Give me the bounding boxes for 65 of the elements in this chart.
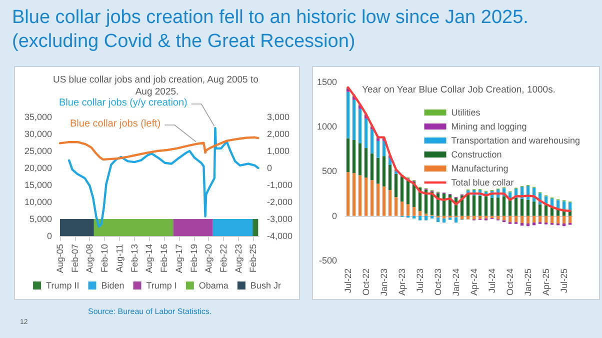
x-tick-label: Aug-20: [204, 244, 214, 274]
x-tick-label: Aug-08: [84, 244, 95, 274]
y-tick-label: 30,000: [24, 129, 52, 139]
x-tick-label: Aug-23: [233, 244, 244, 274]
x-tick-label: Aug-17: [174, 244, 184, 274]
source-note: Source: Bureau of Labor Statistics.: [88, 307, 212, 316]
legend-label: Obama: [198, 280, 228, 290]
y-tick-label: 20,000: [24, 163, 52, 173]
x-tick-label: Oct-24: [505, 268, 515, 296]
x-tick-label: Apr-24: [469, 268, 479, 296]
legend-label: Trump I: [146, 280, 177, 290]
x-tick-label: Jan-25: [523, 268, 533, 296]
legend-label: Mining and logging: [451, 122, 527, 132]
x-tick-label: Feb-22: [218, 244, 229, 273]
text: Blue collar jobs (y/y creation): [59, 98, 188, 108]
x-tick-label: Feb-10: [100, 244, 110, 273]
y-tick-label: 1500: [316, 77, 337, 87]
x-tick-label: Jan-24: [451, 268, 461, 296]
x-tick-label: Aug-14: [144, 244, 154, 274]
y-tick-label: 5,000: [29, 214, 52, 224]
legend-label: Transportation and warehousing: [451, 136, 580, 146]
x-tick-label: Feb-16: [159, 244, 170, 273]
chart-title: Year on Year Blue Collar Job Creation, 1000s.: [362, 84, 556, 96]
legend-label: Bush Jr: [250, 280, 281, 290]
y2-tick-label: 0: [267, 163, 272, 173]
x-tick-label: Feb-13: [129, 244, 140, 273]
y-tick-label: 0: [46, 231, 52, 241]
x-tick-label: Aug-05: [55, 244, 65, 274]
x-tick-label: Feb-07: [70, 244, 80, 273]
y-tick-label: 0: [332, 210, 337, 221]
legend-label: Manufacturing: [451, 164, 508, 174]
x-tick-label: Jul-24: [487, 268, 497, 293]
y2-tick-label: -1,000: [267, 180, 293, 190]
x-tick-label: Jan-23: [379, 268, 389, 296]
y2-tick-label: 3,000: [267, 112, 290, 122]
x-tick-label: Jul-23: [415, 268, 425, 293]
y2-tick-label: -3,000: [267, 214, 293, 224]
x-tick-label: Apr-23: [397, 268, 407, 296]
legend-label: Total blue collar: [451, 178, 514, 188]
x-tick-label: Jul-25: [559, 268, 569, 293]
y2-tick-label: 1,000: [267, 146, 290, 156]
x-tick-label: Jul-22: [343, 268, 353, 293]
y2-tick-label: 2,000: [267, 129, 290, 139]
x-tick-label: Feb-25: [248, 244, 258, 273]
x-tick-label: Oct-22: [361, 268, 371, 296]
legend-label: Utilities: [451, 108, 481, 118]
y2-tick-label: -4,000: [267, 231, 293, 241]
y-tick-label: 25,000: [24, 146, 52, 156]
x-tick-label: Feb-19: [188, 244, 199, 273]
text: Blue collar jobs creation fell to an historic low since Jan 2025. (excluding Covid & the Great Recession): [12, 6, 530, 54]
y-tick-label: 15,000: [24, 180, 52, 190]
x-tick-label: Apr-25: [541, 268, 551, 296]
y-tick-label: 1000: [316, 122, 337, 132]
x-tick-label: Aug-11: [114, 244, 124, 272]
y-tick-label: 10,000: [24, 197, 52, 207]
y-tick-label: -500: [318, 255, 337, 266]
chart-title: US blue collar jobs and job creation, Aug 2005 to Aug 2025.: [52, 74, 262, 98]
y-tick-label: 35,000: [24, 112, 52, 122]
legend-label: Biden: [101, 280, 124, 290]
legend-label: Trump II: [46, 280, 80, 290]
series-label: Blue collar jobs (left): [70, 118, 161, 130]
legend-label: Construction: [451, 150, 502, 160]
y-tick-label: 500: [322, 166, 337, 176]
x-tick-label: Oct-23: [433, 268, 443, 296]
y2-tick-label: -2,000: [267, 197, 293, 207]
